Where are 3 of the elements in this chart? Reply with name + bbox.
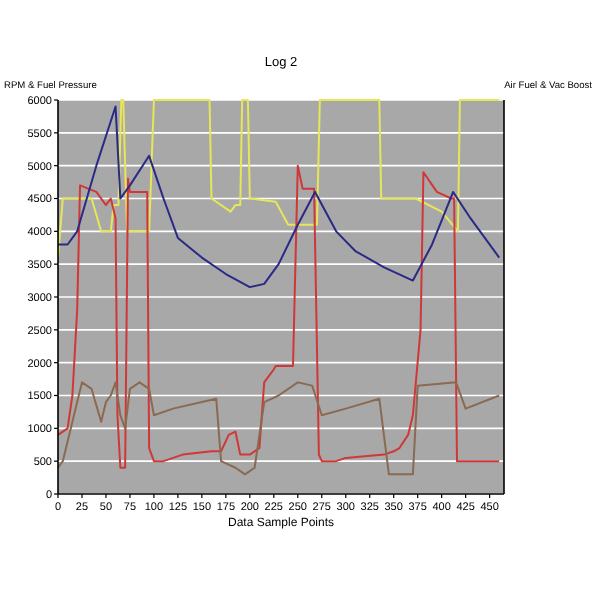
line-series xyxy=(57,381,501,476)
line-series xyxy=(57,164,501,469)
line-series xyxy=(57,105,501,289)
